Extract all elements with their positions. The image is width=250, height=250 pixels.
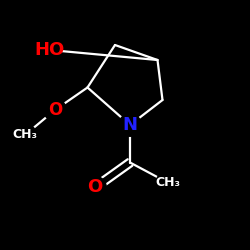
Circle shape	[119, 114, 141, 136]
Text: N: N	[122, 116, 138, 134]
Text: HO: HO	[35, 41, 65, 59]
Circle shape	[156, 171, 179, 194]
Text: O: O	[88, 178, 103, 196]
Circle shape	[84, 176, 106, 199]
Text: CH₃: CH₃	[12, 128, 38, 141]
Text: CH₃: CH₃	[155, 176, 180, 189]
Circle shape	[14, 124, 36, 146]
Circle shape	[39, 39, 61, 61]
Circle shape	[44, 99, 66, 121]
Text: O: O	[48, 101, 62, 119]
